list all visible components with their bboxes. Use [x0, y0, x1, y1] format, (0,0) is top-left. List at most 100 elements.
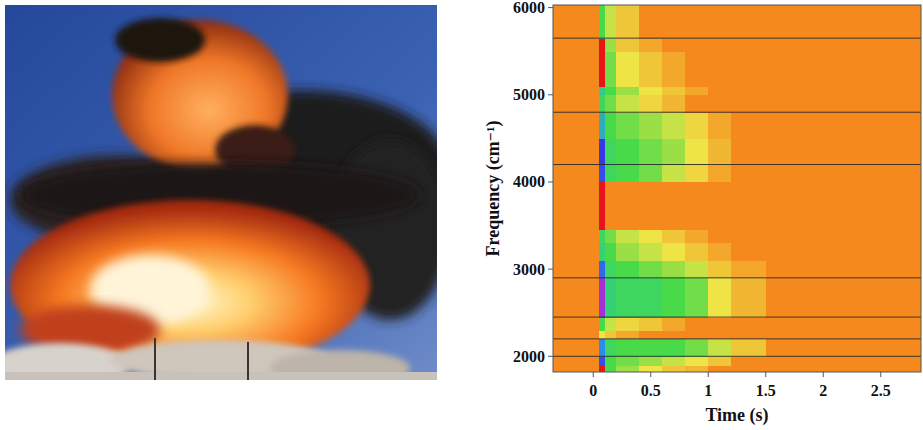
cell — [616, 112, 640, 139]
x-tick-label: 2.5 — [871, 382, 891, 399]
cell — [766, 51, 921, 86]
cell — [731, 51, 766, 86]
cell — [605, 95, 617, 113]
cell — [599, 243, 605, 261]
cell — [605, 86, 617, 95]
cell — [766, 95, 921, 113]
cell — [639, 278, 663, 318]
y-tick-label: 4000 — [513, 173, 545, 190]
cell — [605, 243, 617, 261]
cell — [605, 365, 617, 372]
cell — [553, 5, 600, 39]
cell — [616, 365, 640, 372]
cell — [553, 330, 600, 339]
cell — [639, 260, 663, 278]
cell — [599, 230, 605, 244]
photo — [5, 5, 437, 380]
x-tick — [650, 372, 651, 377]
cell — [731, 317, 766, 331]
cell — [639, 95, 663, 113]
cell — [731, 86, 766, 95]
cell — [662, 317, 686, 331]
cell — [599, 317, 605, 331]
cell — [605, 165, 617, 183]
cell — [708, 365, 732, 372]
y-tick — [548, 269, 553, 270]
reference-lines — [553, 38, 921, 356]
cell — [616, 317, 640, 331]
cell — [708, 38, 732, 52]
cell — [731, 356, 766, 365]
cell — [616, 165, 640, 183]
hline — [553, 164, 921, 165]
cell — [599, 38, 605, 52]
cell — [685, 317, 709, 331]
plot-frame — [553, 5, 921, 372]
cell — [639, 5, 663, 39]
cell — [553, 317, 600, 331]
cell — [605, 330, 617, 339]
cell — [639, 339, 663, 357]
cell — [639, 112, 663, 139]
cell — [662, 278, 686, 318]
cell — [766, 243, 921, 261]
cell — [662, 182, 686, 230]
cell — [553, 182, 600, 230]
x-axis-title: Time (s) — [705, 405, 768, 426]
hline — [553, 277, 921, 278]
x-tick-label: 0 — [589, 382, 597, 399]
hline — [553, 356, 921, 357]
cell — [685, 5, 709, 39]
cell — [553, 260, 600, 278]
cell — [599, 165, 605, 183]
cell — [553, 230, 600, 244]
cell — [685, 112, 709, 139]
y-tick-label: 3000 — [513, 261, 545, 278]
cell — [766, 165, 921, 183]
cell — [662, 260, 686, 278]
cell — [605, 51, 617, 86]
cell — [685, 165, 709, 183]
cell — [708, 95, 732, 113]
cell — [639, 165, 663, 183]
cell — [708, 317, 732, 331]
cell — [605, 278, 617, 318]
cell — [731, 5, 766, 39]
cell — [553, 38, 600, 52]
y-tick — [548, 181, 553, 182]
cell — [616, 182, 640, 230]
cell — [599, 339, 605, 357]
cell — [685, 365, 709, 372]
cell — [553, 51, 600, 86]
cell — [616, 95, 640, 113]
cell — [639, 356, 663, 365]
cell — [731, 112, 766, 139]
cell — [616, 330, 640, 339]
cell — [616, 356, 640, 365]
cell — [766, 260, 921, 278]
cell — [616, 339, 640, 357]
cell — [708, 243, 732, 261]
cell — [766, 230, 921, 244]
cell — [639, 51, 663, 86]
cell — [685, 330, 709, 339]
cell — [605, 138, 617, 165]
y-axis-title: Frequency (cm⁻¹) — [483, 120, 504, 256]
cell — [685, 230, 709, 244]
cell — [616, 243, 640, 261]
cell — [599, 278, 605, 318]
y-tick-label: 2000 — [513, 348, 545, 365]
cell — [605, 339, 617, 357]
cell — [599, 51, 605, 86]
cell — [599, 112, 605, 139]
smoke — [115, 18, 205, 62]
cell — [708, 138, 732, 165]
sky — [5, 5, 437, 380]
cell — [639, 243, 663, 261]
cell — [553, 365, 600, 372]
cell — [599, 260, 605, 278]
cell — [685, 339, 709, 357]
cell — [708, 339, 732, 357]
cell — [616, 260, 640, 278]
cell — [766, 278, 921, 318]
